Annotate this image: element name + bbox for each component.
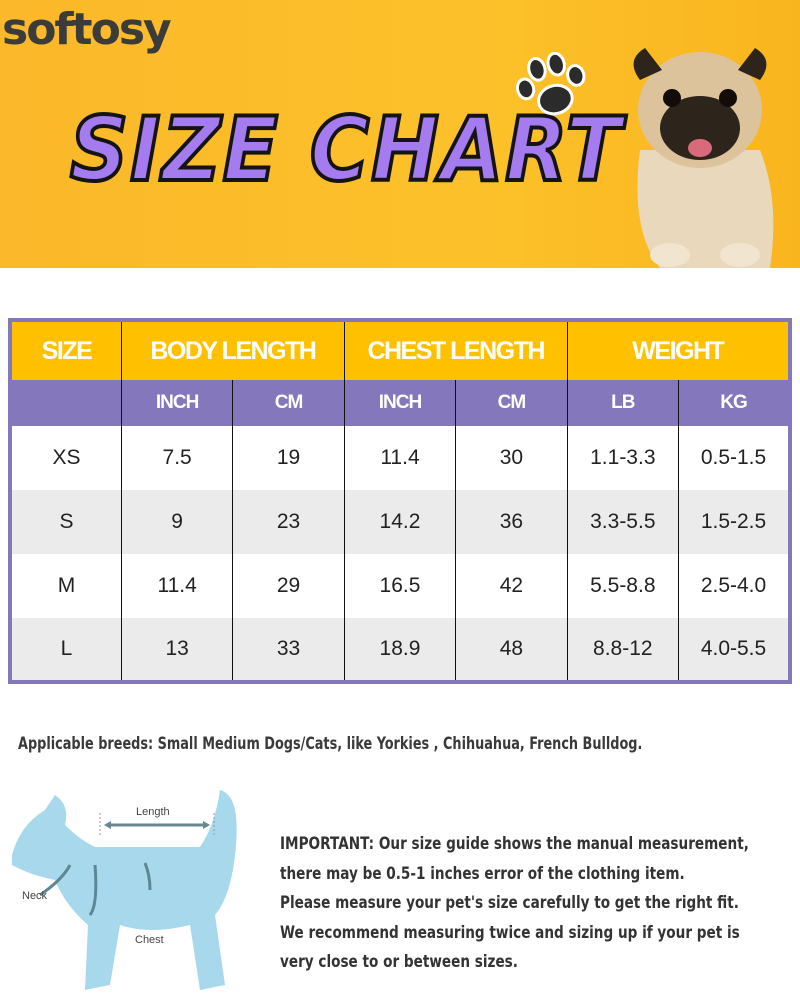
note-line: Please measure your pet's size carefully… xyxy=(280,893,739,913)
size-cell: S xyxy=(10,490,122,554)
value-cell: 18.9 xyxy=(343,618,456,682)
value-cell: 4.0-5.5 xyxy=(678,618,790,682)
size-cell: M xyxy=(10,554,122,618)
value-cell: 7.5 xyxy=(120,426,233,490)
value-cell: 2.5-4.0 xyxy=(678,554,790,618)
value-cell: 5.5-8.8 xyxy=(566,554,679,618)
value-cell: 16.5 xyxy=(343,554,456,618)
brand-logo: softosy xyxy=(2,4,172,55)
value-cell: 36 xyxy=(455,490,568,554)
value-cell: 19 xyxy=(232,426,345,490)
unit-header: CM xyxy=(455,380,568,426)
size-cell: XS xyxy=(10,426,122,490)
unit-header: INCH xyxy=(120,380,233,426)
important-note: IMPORTANT: Our size guide shows the manu… xyxy=(280,830,792,978)
header-body-length: BODY LENGTH xyxy=(120,320,345,380)
value-cell: 23 xyxy=(232,490,345,554)
value-cell: 8.8-12 xyxy=(566,618,679,682)
banner: softosy SIZE CHART xyxy=(0,0,800,268)
applicable-breeds: Applicable breeds: Small Medium Dogs/Cat… xyxy=(18,734,643,754)
value-cell: 13 xyxy=(120,618,233,682)
value-cell: 3.3-5.5 xyxy=(566,490,679,554)
unit-header: INCH xyxy=(343,380,456,426)
value-cell: 42 xyxy=(455,554,568,618)
header-chest-length: CHEST LENGTH xyxy=(343,320,568,380)
value-cell: 30 xyxy=(455,426,568,490)
value-cell: 29 xyxy=(232,554,345,618)
dog-measurement-diagram: Length Neck Chest xyxy=(12,790,237,990)
value-cell: 9 xyxy=(120,490,233,554)
unit-header: CM xyxy=(232,380,345,426)
header-blank xyxy=(10,380,122,426)
value-cell: 1.1-3.3 xyxy=(566,426,679,490)
size-table: SIZE BODY LENGTH CHEST LENGTH WEIGHT INC… xyxy=(8,318,792,684)
value-cell: 14.2 xyxy=(343,490,456,554)
note-line: there may be 0.5-1 inches error of the c… xyxy=(280,863,685,884)
chest-label: Chest xyxy=(135,934,164,946)
header-size: SIZE xyxy=(10,320,122,380)
neck-label: Neck xyxy=(22,890,48,902)
value-cell: 48 xyxy=(455,618,568,682)
note-line: We recommend measuring twice and sizing … xyxy=(280,922,740,943)
header-weight: WEIGHT xyxy=(566,320,790,380)
unit-header: LB xyxy=(566,380,679,426)
note-line: very close to or between sizes. xyxy=(280,952,518,972)
value-cell: 0.5-1.5 xyxy=(678,426,790,490)
table-row: L 13 33 18.9 48 8.8-12 4.0-5.5 xyxy=(10,618,790,682)
unit-header: KG xyxy=(678,380,790,426)
table-row: XS 7.5 19 11.4 30 1.1-3.3 0.5-1.5 xyxy=(10,426,790,490)
page-title: SIZE CHART xyxy=(68,96,623,203)
value-cell: 11.4 xyxy=(343,426,456,490)
value-cell: 11.4 xyxy=(120,554,233,618)
length-label: Length xyxy=(136,806,170,818)
table-row: M 11.4 29 16.5 42 5.5-8.8 2.5-4.0 xyxy=(10,554,790,618)
value-cell: 33 xyxy=(232,618,345,682)
pug-photo xyxy=(633,48,774,268)
size-cell: L xyxy=(10,618,122,682)
note-line: IMPORTANT: Our size guide shows the manu… xyxy=(280,834,749,854)
table-row: S 9 23 14.2 36 3.3-5.5 1.5-2.5 xyxy=(10,490,790,554)
value-cell: 1.5-2.5 xyxy=(678,490,790,554)
paw-icon xyxy=(515,52,586,116)
